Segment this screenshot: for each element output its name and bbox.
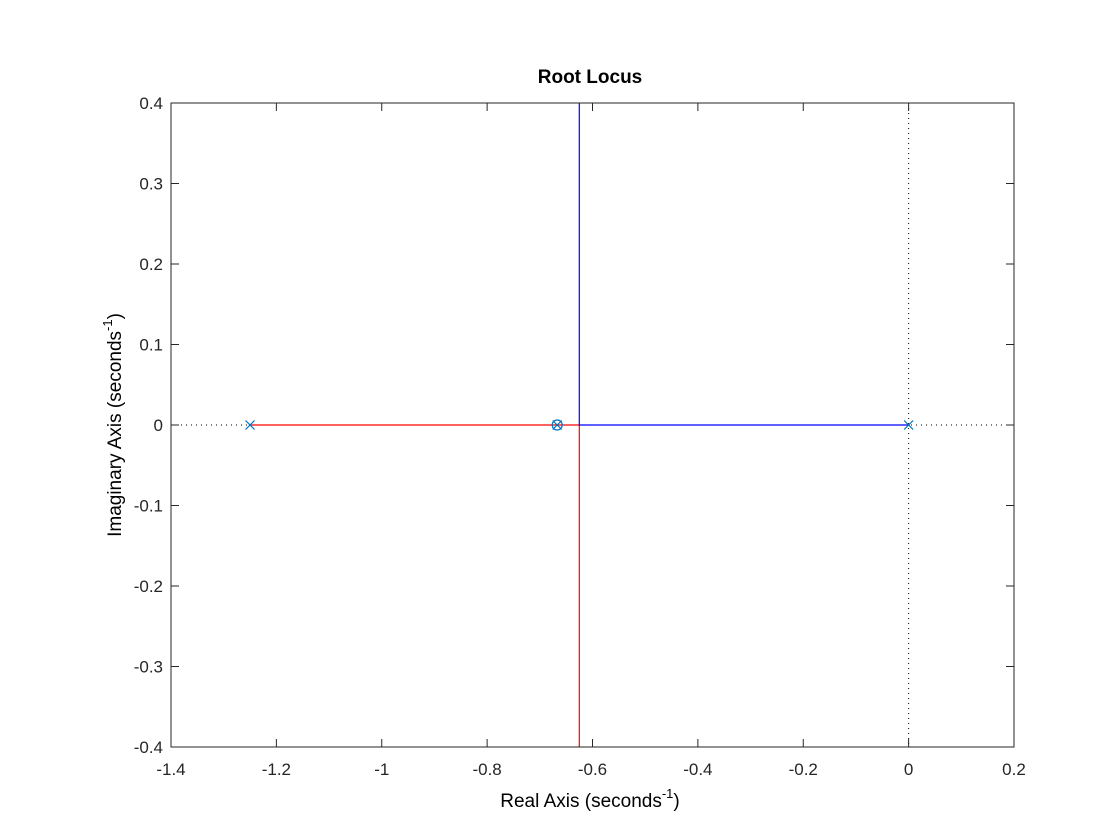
y-axis-label-close: ) — [105, 313, 126, 319]
y-tick-label: 0 — [154, 416, 163, 435]
x-axis-label-text: Real Axis (seconds — [500, 791, 662, 812]
y-tick-labels: -0.4 -0.3 -0.2 -0.1 0 0.1 0.2 0.3 0.4 — [134, 94, 163, 757]
x-tick-label: -1.2 — [262, 760, 291, 779]
x-tick-label: 0.2 — [1002, 760, 1026, 779]
y-tick-label: 0.2 — [139, 255, 163, 274]
pole-marker-stroke — [245, 420, 255, 430]
x-tick-label: 0 — [904, 760, 913, 779]
x-axis-label-superscript: -1 — [662, 786, 674, 801]
x-axis-label: Real Axis (seconds-1) — [500, 786, 679, 812]
y-tick-label: 0.4 — [139, 94, 163, 113]
x-tick-label: -1 — [374, 760, 389, 779]
y-tick-label: -0.2 — [134, 577, 163, 596]
locus-branches — [250, 103, 909, 747]
y-tick-label: -0.1 — [134, 497, 163, 516]
y-tick-label: 0.1 — [139, 336, 163, 355]
plot-axes — [170, 102, 1015, 748]
y-tick-label: 0.3 — [139, 175, 163, 194]
x-tick-labels: -1.4 -1.2 -1 -0.8 -0.6 -0.4 -0.2 0 0.2 — [156, 760, 1025, 779]
x-tick-label: -0.6 — [578, 760, 607, 779]
x-tick-label: -1.4 — [156, 760, 185, 779]
pole-marker-3 — [552, 420, 563, 430]
locus-branch-2 — [578, 103, 909, 426]
x-tick-label: -0.8 — [472, 760, 501, 779]
x-tick-label: -0.4 — [683, 760, 712, 779]
pole-marker-stroke — [903, 420, 914, 430]
y-axis-label-superscript: -1 — [100, 319, 115, 331]
y-tick-label: -0.4 — [134, 738, 163, 757]
y-axis-label: Imaginary Axis (seconds-1) — [100, 313, 126, 537]
y-axis-label-text: Imaginary Axis (seconds — [105, 331, 126, 537]
x-axis-label-close: ) — [673, 791, 679, 812]
pole-marker-1 — [245, 420, 255, 430]
pole-marker-stroke — [552, 420, 563, 430]
chart-title: Root Locus — [538, 67, 643, 88]
y-tick-label: -0.3 — [134, 658, 163, 677]
x-tick-label: -0.2 — [789, 760, 818, 779]
pole-zero-markers — [245, 419, 914, 431]
pole-marker-2 — [903, 420, 914, 430]
zero-marker-1 — [551, 419, 563, 431]
